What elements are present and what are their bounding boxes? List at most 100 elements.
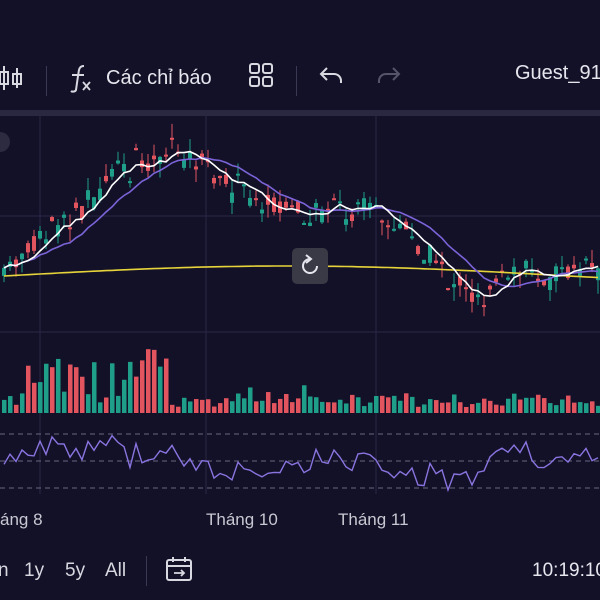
volume-bar (110, 363, 115, 413)
volume-bar (344, 403, 349, 413)
moving-average-fast (3, 150, 599, 297)
reset-chart-button[interactable] (292, 248, 328, 284)
volume-bar (38, 382, 43, 413)
volume-bar (386, 397, 391, 413)
volume-bar (2, 399, 7, 413)
volume-bar (278, 398, 283, 413)
volume-bar (230, 401, 235, 413)
volume-bar (152, 349, 157, 413)
volume-bar (164, 358, 169, 413)
candlestick (338, 189, 342, 210)
chart-type-button[interactable] (0, 62, 22, 94)
volume-bar (374, 395, 379, 413)
candlestick (476, 283, 480, 305)
candlestick (368, 196, 372, 219)
candlestick (140, 153, 144, 174)
volume-bar (74, 367, 79, 413)
volume-bar (596, 405, 600, 413)
candlesticks (2, 123, 600, 317)
volume-bar (512, 393, 517, 413)
candlestick (548, 276, 552, 302)
volume-bar (398, 400, 403, 413)
candlestick (254, 190, 258, 207)
volume-bar (314, 397, 319, 413)
volume-bar (50, 367, 55, 413)
volume-bar (434, 400, 439, 413)
undo-icon (319, 67, 342, 83)
range-button[interactable]: n (0, 560, 9, 581)
candlestick (344, 208, 348, 232)
candlestick (8, 255, 12, 271)
candlestick (380, 219, 384, 236)
redo-button[interactable] (376, 62, 402, 88)
undo-button[interactable] (318, 62, 344, 88)
candlestick (86, 177, 90, 209)
candlestick (566, 264, 570, 280)
volume-bar (242, 398, 247, 413)
volume-bar (380, 395, 385, 413)
user-menu[interactable]: Guest_91 (515, 62, 600, 85)
clock-time: 10:19:10 (532, 560, 600, 581)
volume-bar (44, 363, 49, 413)
volume-bar (188, 401, 193, 413)
candlestick (326, 201, 330, 223)
x-axis-label: Tháng 10 (206, 510, 278, 529)
volume-bar (194, 399, 199, 413)
candlestick (260, 202, 264, 222)
x-axis-label: áng 8 (0, 510, 43, 529)
indicators-button[interactable]: Các chỉ báo (68, 62, 212, 94)
candlestick (554, 263, 558, 293)
volume-bar (584, 403, 589, 413)
price-chart[interactable] (0, 110, 600, 494)
candlestick (362, 191, 366, 221)
candlestick (464, 274, 468, 302)
volume-bar (98, 402, 103, 413)
volume-bar (290, 402, 295, 413)
volume-bar (200, 399, 205, 413)
range-button-all[interactable]: All (105, 560, 127, 581)
volume-bar (266, 392, 271, 413)
range-button-1y[interactable]: 1y (24, 560, 45, 581)
candlestick (578, 262, 582, 287)
candlestick (302, 220, 306, 225)
redo-icon (378, 67, 401, 83)
layout-button[interactable] (248, 62, 274, 88)
volume-bar (590, 401, 595, 413)
scroll-handle[interactable] (0, 132, 10, 152)
volume-bar (422, 404, 427, 413)
candlestick (104, 164, 108, 184)
bottom-bar: n 1y 5y All 10:19:10 (0, 548, 600, 594)
volume-bar (176, 406, 181, 413)
volume-bar (122, 379, 127, 413)
rsi-grid (0, 433, 600, 489)
candlestick (164, 147, 168, 162)
volume-bar (356, 397, 361, 413)
candlestick (596, 266, 600, 294)
volume-bar (26, 365, 31, 413)
goto-date-button[interactable] (164, 554, 194, 589)
volume-bar (458, 402, 463, 413)
volume-bar (500, 405, 505, 413)
volume-bar (338, 399, 343, 413)
volume-bar (578, 402, 583, 413)
candlestick (506, 275, 510, 281)
volume-bar (86, 394, 91, 413)
volume-bar (554, 405, 559, 413)
volume-bar (20, 393, 25, 413)
volume-bar (296, 398, 301, 413)
reset-icon (302, 254, 318, 274)
chart-grid (0, 116, 600, 494)
volume-bar (308, 396, 313, 413)
bottom-divider (146, 556, 147, 586)
candlestick (116, 151, 120, 165)
candlestick (434, 253, 438, 265)
volume-bar (332, 402, 337, 413)
volume-bar (452, 394, 457, 413)
moving-average-slow (3, 156, 599, 288)
chart-top-border (0, 110, 600, 116)
range-button-5y[interactable]: 5y (65, 560, 86, 581)
volume-bar (488, 400, 493, 413)
volume-bar (548, 403, 553, 413)
volume-bar (446, 402, 451, 413)
calendar-goto-icon (166, 557, 192, 581)
